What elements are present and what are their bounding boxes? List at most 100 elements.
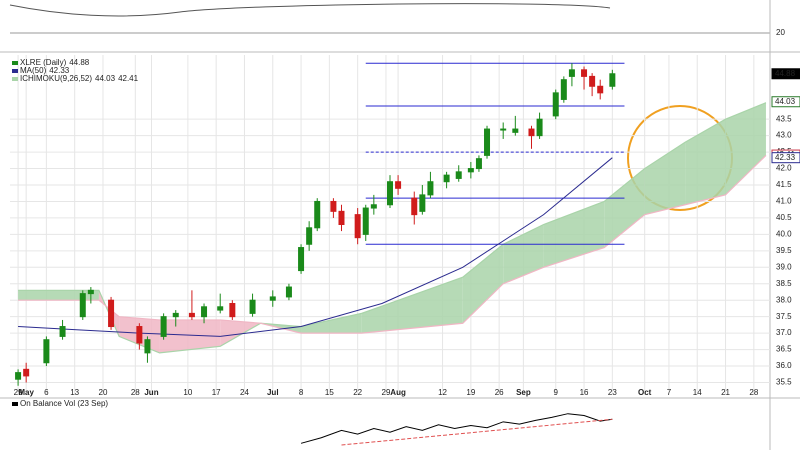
y-tick-label: 39.5 [776,246,792,255]
candle-body [467,168,474,173]
x-tick-label: 13 [70,388,79,397]
candle-body [298,247,305,272]
legend-text: MA(50) [20,66,47,75]
candle-body [108,299,115,328]
x-tick-label: 10 [183,388,192,397]
candle-body [484,128,491,156]
y-tick-label: 40.5 [776,213,792,222]
y-tick-label: 36.0 [776,361,792,370]
candle-body [597,85,604,94]
candle-body [338,210,345,226]
legend-text: XLRE (Daily) [20,58,67,67]
candle-body [370,204,377,209]
price-label-box [771,152,800,164]
legend-swatch [12,69,18,73]
x-tick-label: 6 [44,388,49,397]
x-tick-label: Sep [516,388,531,397]
y-tick-label: 38.0 [776,295,792,304]
candle-body [269,296,276,301]
y-tick-label: 38.5 [776,279,792,288]
y-tick-label: 39.0 [776,262,792,271]
y-tick-label: 35.5 [776,378,792,387]
candle-body [536,118,543,137]
candle-body [475,158,482,170]
candle-body [512,128,519,133]
candle-body [306,227,313,245]
candle-body [87,289,94,295]
candle-body [79,293,86,318]
cloud-segment [725,102,766,195]
x-tick-label: Jun [144,388,158,397]
x-tick-label: 8 [299,388,304,397]
y-tick-label: 40.0 [776,229,792,238]
obv-swatch [12,402,18,406]
candle-body [528,128,535,137]
x-tick-label: 20 [99,388,108,397]
candle-body [455,171,462,179]
x-tick-label: 28 [749,388,758,397]
candle-body [314,200,321,229]
candle-body [15,372,22,380]
x-tick-label: 22 [353,388,362,397]
legend-text: 42.41 [118,74,139,83]
x-tick-label: 21 [721,388,730,397]
y-tick-label: 37.0 [776,328,792,337]
x-tick-label: 16 [580,388,589,397]
x-tick-label: 19 [466,388,475,397]
cloud-segment [644,142,686,215]
x-tick-label: 9 [554,388,559,397]
candle-body [395,181,402,189]
y-tick-label: 42.0 [776,164,792,173]
candle-body [188,312,195,318]
y-tick-label: 43.0 [776,131,792,140]
x-tick-label: May [18,388,34,397]
cloud-segment [462,244,504,324]
x-tick-label: 26 [495,388,504,397]
candle-body [201,306,208,318]
candle-body [249,299,256,314]
legend-swatch [12,61,18,65]
x-tick-label: 14 [693,388,702,397]
y-tick-label: 43.5 [776,114,792,123]
cloud-segment [685,119,726,205]
obv-trend [341,418,613,446]
x-tick-label: 29 [14,388,23,397]
x-tick-label: Oct [638,388,652,397]
candle-body [144,339,151,354]
candle-body [23,368,30,377]
candle-body [362,207,369,235]
cloud-segment [18,290,99,301]
x-tick-label: 29 [382,388,391,397]
obv-line [300,413,613,444]
candle-body [560,79,567,100]
cloud-segment [159,319,221,353]
candle-body [387,181,393,206]
x-tick-label: 17 [212,388,221,397]
y-tick-label: 37.5 [776,312,792,321]
candle-body [59,326,66,337]
candle-body [229,302,236,318]
obv-label: On Balance Vol (23 Sep) [20,399,108,408]
legend-text: 44.03 [95,74,116,83]
candle-body [217,306,224,311]
y-tick-label: 41.5 [776,180,792,189]
x-tick-label: Aug [390,388,406,397]
legend-text: 44.88 [69,58,90,67]
cloud-segment [604,168,645,248]
y-tick-label: 41.0 [776,197,792,206]
candle-body [609,73,616,87]
price-label-box [771,96,800,108]
candle-body [285,286,292,298]
ma-line [18,157,613,337]
candle-body [581,69,588,77]
x-tick-label: 7 [667,388,672,397]
top-tick-label: 20 [776,28,785,37]
candle-body [43,339,50,364]
candle-body [443,174,450,183]
price-label-box [771,68,800,80]
price-label: 44.88 [775,69,796,78]
x-tick-label: 24 [240,388,249,397]
candle-body [160,316,167,337]
